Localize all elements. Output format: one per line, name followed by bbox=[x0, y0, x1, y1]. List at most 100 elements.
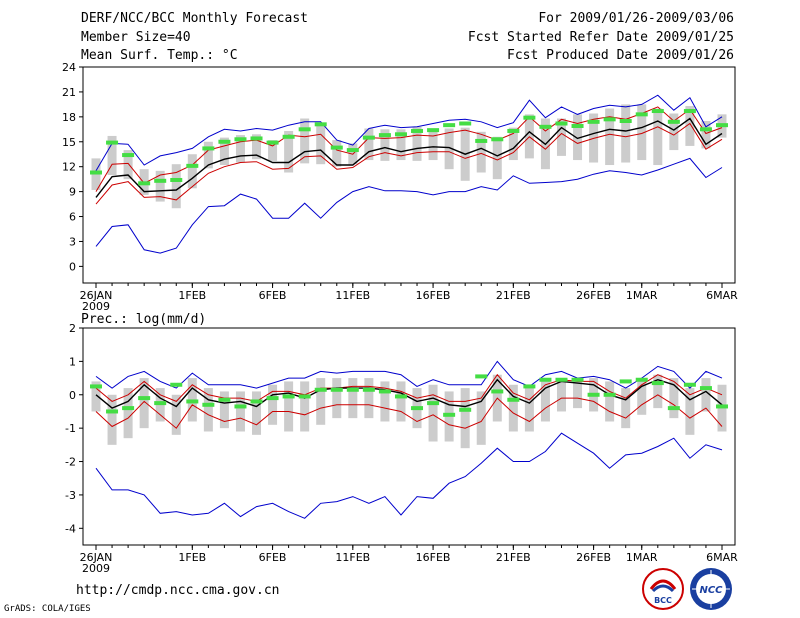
panel1-ensemble-bar bbox=[587, 119, 600, 124]
panel2-ensemble-bar bbox=[571, 377, 584, 382]
panel2-box bbox=[332, 378, 342, 419]
panel2-ensemble-bar bbox=[218, 397, 231, 402]
panel2-xtick-label: 11FEB bbox=[335, 551, 370, 564]
panel1-ensemble-bar bbox=[106, 140, 119, 145]
panel2-ensemble-bar bbox=[635, 377, 648, 382]
panel2-box bbox=[701, 378, 711, 412]
panel2-ensemble-bar bbox=[186, 399, 199, 404]
panel2-ytick-label: -1 bbox=[65, 422, 76, 435]
chart-title: DERF/NCC/BCC Monthly Forecast bbox=[81, 11, 308, 26]
panel1-ytick-label: 18 bbox=[62, 111, 76, 124]
panel2-upper-line bbox=[95, 373, 723, 402]
panel1-ytick-label: 24 bbox=[62, 61, 76, 74]
variable-label: Mean Surf. Temp.: °C bbox=[81, 48, 238, 63]
panel2-box bbox=[621, 388, 631, 429]
panel1-ensemble-bar bbox=[170, 177, 183, 182]
panel2-ensemble-bar bbox=[716, 404, 728, 409]
panel1-ensemble-bar bbox=[667, 119, 680, 124]
panel2-box bbox=[171, 394, 181, 435]
panel1-box bbox=[428, 130, 438, 161]
panel2-box bbox=[556, 378, 566, 412]
panel2-year-label: 2009 bbox=[82, 562, 110, 575]
panel1-ytick-label: 9 bbox=[69, 186, 76, 199]
panel2-ensemble-bar bbox=[587, 392, 600, 397]
panel2-box bbox=[669, 378, 679, 419]
panel1-frame bbox=[82, 66, 736, 284]
panel1-box bbox=[508, 127, 518, 161]
panel1-ensemble-bar bbox=[571, 123, 584, 128]
panel1-ensemble-bar bbox=[491, 137, 504, 142]
panel2-box bbox=[573, 378, 583, 409]
panel2-box bbox=[637, 381, 647, 415]
panel2-ensemble-bar bbox=[106, 409, 119, 414]
panel1-box bbox=[412, 126, 422, 161]
panel1-year-label: 2009 bbox=[82, 300, 110, 313]
panel1-min-line bbox=[95, 157, 723, 254]
panel2-ensemble-bar bbox=[555, 377, 568, 382]
panel2-ensemble-bar bbox=[523, 384, 536, 389]
panel2-box bbox=[364, 378, 374, 419]
panel2-box bbox=[605, 381, 615, 422]
panel1-box bbox=[444, 128, 454, 170]
panel2-box bbox=[284, 381, 294, 432]
panel2-box bbox=[428, 384, 438, 442]
panel2-box bbox=[685, 388, 695, 435]
panel2-box bbox=[123, 388, 133, 439]
panel1-box bbox=[171, 164, 181, 209]
panel2-box bbox=[107, 394, 117, 445]
panel1-ensemble-bar bbox=[90, 170, 102, 175]
panel2-ensemble-bar bbox=[378, 389, 391, 394]
panel2-box bbox=[268, 384, 278, 425]
panel2-ensemble-bar bbox=[699, 386, 712, 391]
panel1-ensemble-bar bbox=[282, 134, 295, 139]
panel2-ensemble-bar bbox=[507, 397, 520, 402]
panel2-lower-line bbox=[95, 394, 723, 429]
panel1-box bbox=[701, 121, 711, 149]
panel2-box bbox=[508, 384, 518, 432]
panel2-ytick-label: 1 bbox=[69, 355, 76, 368]
panel1-box bbox=[573, 114, 583, 161]
panel2-xtick-label: 26JAN bbox=[80, 551, 113, 564]
panel2-box bbox=[396, 381, 406, 422]
panel2-box bbox=[653, 374, 663, 409]
panel1-box bbox=[203, 141, 213, 169]
panel2-ensemble-bar bbox=[475, 374, 488, 379]
panel1-ensemble-bar bbox=[683, 109, 696, 114]
panel2-ytick-label: 2 bbox=[69, 322, 76, 335]
panel1-box bbox=[637, 104, 647, 161]
panel2-box bbox=[252, 391, 262, 435]
panel2-ytick-label: -2 bbox=[65, 456, 76, 469]
panel2-ytick-label: -4 bbox=[65, 522, 76, 535]
panel1-xtick-label: 16FEB bbox=[416, 289, 451, 302]
panel1-box bbox=[284, 130, 294, 173]
panel2-box bbox=[235, 391, 245, 432]
panel2-ensemble-bar bbox=[170, 382, 183, 387]
panel1-ensemble-bar bbox=[346, 148, 359, 153]
panel2-ensemble-bar bbox=[346, 387, 359, 392]
panel1-ensemble-bar bbox=[716, 123, 728, 128]
panel2-ensemble-bar bbox=[651, 381, 664, 386]
member-size: Member Size=40 bbox=[81, 30, 191, 45]
panel1-box bbox=[364, 128, 374, 161]
panel1-ensemble-bar bbox=[507, 128, 520, 133]
panel1-ensemble-bar bbox=[443, 123, 456, 128]
panel1-box bbox=[556, 118, 566, 156]
panel2-ensemble-bar bbox=[266, 396, 279, 401]
panel2-ytick-label: 0 bbox=[69, 389, 76, 402]
panel2-ensemble-bar bbox=[250, 399, 263, 404]
panel2-ensemble-bar bbox=[619, 379, 632, 384]
panel2-xtick-label: 6MAR bbox=[706, 551, 738, 564]
forecast-period: For 2009/01/26-2009/03/06 bbox=[538, 11, 734, 26]
panel2-box bbox=[348, 378, 358, 419]
panel1-box bbox=[396, 129, 406, 161]
panel1-ensemble-bar bbox=[218, 139, 231, 144]
panel2-ensemble-bar bbox=[443, 412, 456, 417]
panel2-box bbox=[219, 391, 229, 429]
panel1-ensemble-bar bbox=[603, 117, 616, 122]
panel2-ensemble-bar bbox=[459, 407, 472, 412]
source-url[interactable]: http://cmdp.ncc.cma.gov.cn bbox=[76, 583, 280, 598]
ncc-logo-text: NCC bbox=[699, 585, 723, 596]
panel1-ensemble-bar bbox=[250, 136, 263, 141]
panel2-ensemble-bar bbox=[539, 377, 552, 382]
panel2-ensemble-bar bbox=[330, 387, 343, 392]
